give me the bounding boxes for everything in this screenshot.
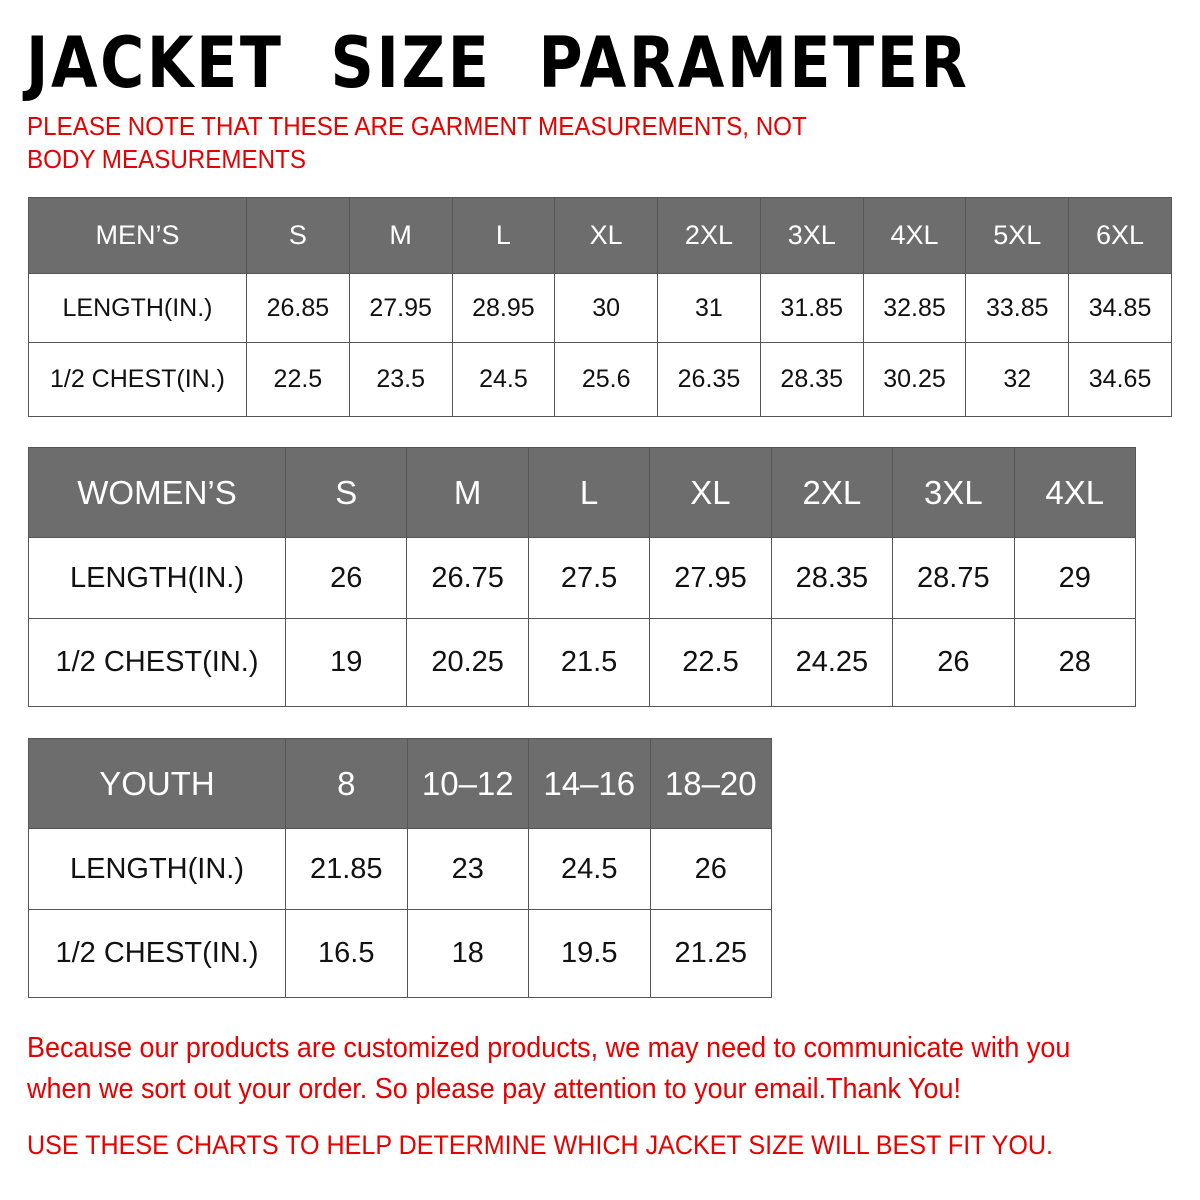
measurement-value: 27.95 [649,537,772,619]
header-row: WOMEN’S S M L XL 2XL 3XL 4XL [28,447,1137,538]
size-header: 14–16 [528,738,651,829]
measurement-value: 16.5 [285,909,408,998]
measurement-value: 27.95 [348,273,453,343]
size-instruction: USE THESE CHARTS TO HELP DETERMINE WHICH… [27,1130,1054,1160]
table-row: LENGTH(IN.) 26 26.75 27.5 27.95 28.35 28.75 29 [28,537,1137,619]
measurement-value: 22.5 [246,342,350,417]
measurement-value: 34.85 [1068,273,1172,343]
size-header: 4XL [1013,447,1137,538]
size-header: 5XL [965,197,1070,274]
size-header: L [451,197,556,274]
measurement-value: 26 [892,618,1015,707]
size-header: S [246,197,350,274]
measurement-value: 28.95 [451,273,556,343]
size-header: 18–20 [649,738,772,829]
size-header: 2XL [657,197,761,274]
measurement-value: 30 [554,273,659,343]
category-header: MEN’S [28,197,247,274]
table-row: 1/2 CHEST(IN.) 16.5 18 19.5 21.25 [28,909,772,998]
measurement-value: 28.75 [892,537,1015,619]
size-header: 2XL [770,447,894,538]
size-header: M [348,197,453,274]
measurement-value: 34.65 [1068,342,1172,417]
measurement-value: 18 [406,909,529,998]
measurement-value: 26 [649,828,772,910]
measurement-value: 26 [284,537,408,619]
measurement-value: 21.5 [527,618,651,707]
measurement-value: 28.35 [759,342,864,417]
measurement-value: 31.85 [759,273,864,343]
measurement-note: PLEASE NOTE THAT THESE ARE GARMENT MEASU… [27,111,807,174]
measurement-value: 30.25 [862,342,967,417]
measurement-value: 23.5 [348,342,453,417]
measurement-label: 1/2 CHEST(IN.) [28,909,286,998]
measurement-value: 27.5 [527,537,651,619]
measurement-label: 1/2 CHEST(IN.) [28,618,286,707]
measurement-value: 28.35 [770,537,894,619]
customization-message: Because our products are customized prod… [27,1032,1071,1105]
measurement-value: 29 [1013,537,1137,619]
measurement-value: 28 [1013,618,1137,707]
measurement-value: 19.5 [528,909,651,998]
size-header: 10–12 [406,738,529,829]
measurement-label: LENGTH(IN.) [28,273,247,343]
measurement-value: 24.25 [770,618,894,707]
measurement-value: 24.5 [451,342,556,417]
size-header: M [406,447,529,538]
measurement-value: 21.85 [285,828,408,910]
page-title: JACKET SIZE PARAMETER [26,22,970,104]
measurement-value: 32 [965,342,1070,417]
size-header: 3XL [892,447,1015,538]
measurement-value: 25.6 [554,342,659,417]
size-header: 8 [285,738,408,829]
table-row: 1/2 CHEST(IN.) 19 20.25 21.5 22.5 24.25 26 28 [28,618,1137,707]
size-header: L [527,447,651,538]
category-header: YOUTH [28,738,286,829]
size-header: 4XL [862,197,967,274]
measurement-value: 23 [406,828,529,910]
table-row: 1/2 CHEST(IN.) 22.5 23.5 24.5 25.6 26.35 28.35… [28,342,1172,417]
measurement-value: 26.85 [246,273,350,343]
measurement-value: 26.75 [406,537,529,619]
table-row: LENGTH(IN.) 26.85 27.95 28.95 30 31 31.85 32.85… [28,273,1172,343]
category-header: WOMEN’S [28,447,286,538]
measurement-label: LENGTH(IN.) [28,828,286,910]
measurement-value: 33.85 [965,273,1070,343]
measurement-value: 22.5 [649,618,772,707]
measurement-label: 1/2 CHEST(IN.) [28,342,247,417]
youth-size-table: YOUTH 8 10–12 14–16 18–20 LENGTH(IN.) 21.85 23 2… [28,738,772,998]
size-header: XL [649,447,772,538]
table-row: LENGTH(IN.) 21.85 23 24.5 26 [28,828,772,910]
womens-size-table: WOMEN’S S M L XL 2XL 3XL 4XL LENGTH(IN.) 26 26.75 2… [28,447,1137,707]
measurement-value: 20.25 [406,618,529,707]
measurement-value: 31 [657,273,761,343]
size-header: S [284,447,408,538]
measurement-value: 26.35 [657,342,761,417]
size-header: XL [554,197,659,274]
size-header: 6XL [1068,197,1172,274]
measurement-label: LENGTH(IN.) [28,537,286,619]
measurement-value: 19 [284,618,408,707]
header-row: MEN’S S M L XL 2XL 3XL 4XL 5XL 6XL [28,197,1172,274]
measurement-value: 21.25 [649,909,772,998]
size-header: 3XL [759,197,864,274]
measurement-value: 32.85 [862,273,967,343]
measurement-value: 24.5 [528,828,651,910]
header-row: YOUTH 8 10–12 14–16 18–20 [28,738,772,829]
mens-size-table: MEN’S S M L XL 2XL 3XL 4XL 5XL 6XL LENGTH(IN.) 26.8… [28,197,1172,417]
